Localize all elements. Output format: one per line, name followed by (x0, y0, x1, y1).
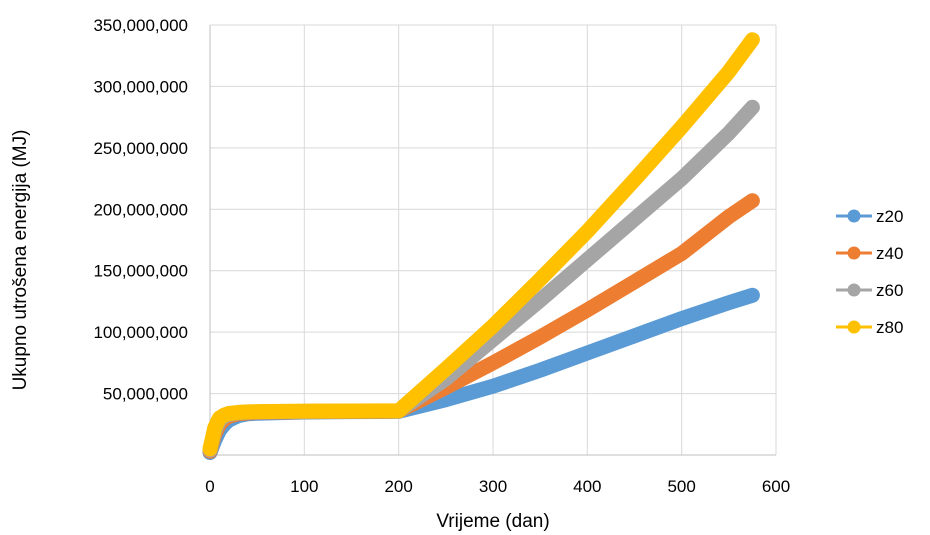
series-lines (202, 32, 760, 460)
y-tick-label: 150,000,000 (93, 262, 188, 281)
y-tick-label: 50,000,000 (103, 385, 188, 404)
y-tick-label: 200,000,000 (93, 200, 188, 219)
x-tick-label: 200 (384, 477, 412, 496)
x-tick-label: 0 (205, 477, 214, 496)
tick-labels: 0 100 200 300 400 500 600 50,000,000 100,000,000… (93, 16, 790, 496)
legend-label-z40: z40 (876, 244, 903, 263)
legend: z20 z40 z60 z80 (836, 207, 903, 337)
y-tick-label: 100,000,000 (93, 323, 188, 342)
y-tick-label: 350,000,000 (93, 16, 188, 35)
legend-label-z60: z60 (876, 281, 903, 300)
series-line-z60 (202, 99, 760, 458)
x-tick-label: 600 (762, 477, 790, 496)
x-tick-label: 500 (667, 477, 695, 496)
series-line-z80 (202, 32, 760, 457)
legend-label-z20: z20 (876, 207, 903, 226)
legend-label-z80: z80 (876, 318, 903, 337)
grid-lines (210, 24, 777, 455)
x-tick-label: 400 (573, 477, 601, 496)
legend-marker-z80 (847, 320, 861, 334)
x-axis-title: Vrijeme (dan) (436, 511, 549, 532)
axes (209, 25, 776, 456)
legend-marker-z20 (847, 209, 861, 223)
legend-marker-z60 (847, 283, 861, 297)
x-tick-label: 100 (290, 477, 318, 496)
y-tick-label: 250,000,000 (93, 139, 188, 158)
legend-marker-z40 (847, 246, 861, 260)
y-tick-label: 300,000,000 (93, 77, 188, 96)
x-tick-label: 300 (479, 477, 507, 496)
y-axis-title: Ukupno utrošena energija (MJ) (10, 130, 31, 391)
